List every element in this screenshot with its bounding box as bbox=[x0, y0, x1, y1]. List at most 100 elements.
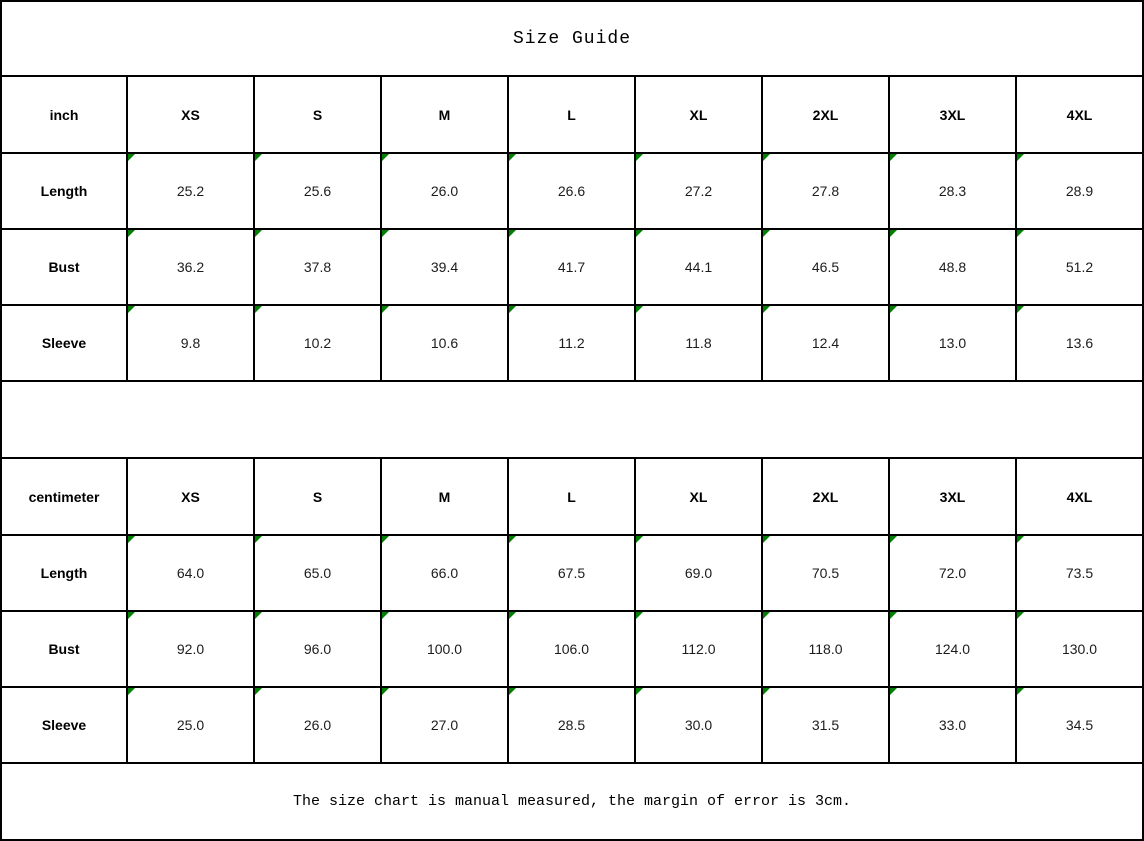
measurement-cell: 27.0 bbox=[380, 686, 509, 764]
cell-comment-marker-icon bbox=[637, 155, 643, 161]
measurement-cell: 100.0 bbox=[380, 610, 509, 688]
cell-comment-marker-icon bbox=[1018, 537, 1024, 543]
measurement-value: 28.9 bbox=[1065, 183, 1094, 199]
measurement-cell: 28.9 bbox=[1015, 152, 1144, 230]
measurement-value: 124.0 bbox=[934, 641, 971, 657]
measurement-cell: 9.8 bbox=[126, 304, 255, 382]
unit-label-cell: inch bbox=[0, 75, 128, 154]
size-column-header: XS bbox=[126, 75, 255, 154]
cell-comment-marker-icon bbox=[510, 537, 516, 543]
measurement-cell: 36.2 bbox=[126, 228, 255, 306]
measurement-cell: 48.8 bbox=[888, 228, 1017, 306]
measurement-cell: 124.0 bbox=[888, 610, 1017, 688]
measurement-value: 100.0 bbox=[426, 641, 463, 657]
measurement-value: 26.0 bbox=[430, 183, 459, 199]
cell-comment-marker-icon bbox=[383, 307, 389, 313]
measurement-row: Sleeve 9.8 10.2 10.6 11.2 11.8 12.4 13.0 13.6 bbox=[0, 304, 1144, 382]
measurement-value: 13.0 bbox=[938, 335, 967, 351]
measurement-value: 69.0 bbox=[684, 565, 713, 581]
cell-comment-marker-icon bbox=[1018, 689, 1024, 695]
measurement-value: 25.6 bbox=[303, 183, 332, 199]
unit-label-cell: centimeter bbox=[0, 457, 128, 536]
measurement-value: 67.5 bbox=[557, 565, 586, 581]
measurement-cell: 66.0 bbox=[380, 534, 509, 612]
cell-comment-marker-icon bbox=[256, 155, 262, 161]
size-header-row: centimeter XS S M L XL 2XL 3XL 4XL bbox=[0, 457, 1144, 536]
cell-comment-marker-icon bbox=[891, 307, 897, 313]
cell-comment-marker-icon bbox=[256, 689, 262, 695]
cell-comment-marker-icon bbox=[129, 307, 135, 313]
size-column-header: 3XL bbox=[888, 457, 1017, 536]
measurement-cell: 96.0 bbox=[253, 610, 382, 688]
cell-comment-marker-icon bbox=[256, 231, 262, 237]
measurement-cell: 25.0 bbox=[126, 686, 255, 764]
measurement-value: 10.6 bbox=[430, 335, 459, 351]
size-header-row: inch XS S M L XL 2XL 3XL 4XL bbox=[0, 75, 1144, 154]
measurement-value: 25.2 bbox=[176, 183, 205, 199]
size-column-header: XL bbox=[634, 457, 763, 536]
cell-comment-marker-icon bbox=[891, 155, 897, 161]
row-label: Sleeve bbox=[0, 686, 128, 764]
measurement-cell: 106.0 bbox=[507, 610, 636, 688]
measurement-value: 27.8 bbox=[811, 183, 840, 199]
cell-comment-marker-icon bbox=[129, 613, 135, 619]
measurement-value: 34.5 bbox=[1065, 717, 1094, 733]
size-column-header: 4XL bbox=[1015, 75, 1144, 154]
row-label: Length bbox=[0, 534, 128, 612]
cell-comment-marker-icon bbox=[1018, 307, 1024, 313]
measurement-row: Length 64.0 65.0 66.0 67.5 69.0 70.5 72.0 73.5 bbox=[0, 534, 1144, 612]
measurement-row: Bust 36.2 37.8 39.4 41.7 44.1 46.5 48.8 51.2 bbox=[0, 228, 1144, 306]
measurement-value: 36.2 bbox=[176, 259, 205, 275]
measurement-cell: 26.0 bbox=[380, 152, 509, 230]
measurement-value: 11.2 bbox=[558, 335, 585, 351]
measurement-value: 37.8 bbox=[303, 259, 332, 275]
measurement-cell: 31.5 bbox=[761, 686, 890, 764]
measurement-value: 46.5 bbox=[811, 259, 840, 275]
measurement-value: 44.1 bbox=[684, 259, 713, 275]
measurement-value: 11.8 bbox=[685, 335, 712, 351]
measurement-cell: 112.0 bbox=[634, 610, 763, 688]
measurement-cell: 27.8 bbox=[761, 152, 890, 230]
measurement-row: Bust 92.0 96.0 100.0 106.0 112.0 118.0 124.0 130… bbox=[0, 610, 1144, 688]
measurement-cell: 44.1 bbox=[634, 228, 763, 306]
size-guide-title: Size Guide bbox=[0, 0, 1144, 77]
measurement-cell: 70.5 bbox=[761, 534, 890, 612]
measurement-value: 26.6 bbox=[557, 183, 586, 199]
cell-comment-marker-icon bbox=[1018, 613, 1024, 619]
cell-comment-marker-icon bbox=[129, 537, 135, 543]
measurement-value: 33.0 bbox=[938, 717, 967, 733]
cell-comment-marker-icon bbox=[383, 231, 389, 237]
measurement-value: 13.6 bbox=[1065, 335, 1094, 351]
measurement-cell: 34.5 bbox=[1015, 686, 1144, 764]
measurement-cell: 69.0 bbox=[634, 534, 763, 612]
size-column-header: 4XL bbox=[1015, 457, 1144, 536]
disclaimer-text: The size chart is manual measured, the m… bbox=[0, 762, 1144, 841]
cell-comment-marker-icon bbox=[256, 307, 262, 313]
measurement-value: 65.0 bbox=[303, 565, 332, 581]
size-column-header: 3XL bbox=[888, 75, 1017, 154]
size-column-header: L bbox=[507, 457, 636, 536]
measurement-value: 27.0 bbox=[430, 717, 459, 733]
size-column-header: 2XL bbox=[761, 457, 890, 536]
cell-comment-marker-icon bbox=[891, 231, 897, 237]
size-column-header: M bbox=[380, 457, 509, 536]
measurement-value: 12.4 bbox=[811, 335, 840, 351]
cell-comment-marker-icon bbox=[383, 613, 389, 619]
measurement-value: 96.0 bbox=[303, 641, 332, 657]
cell-comment-marker-icon bbox=[637, 613, 643, 619]
measurement-value: 28.5 bbox=[557, 717, 586, 733]
measurement-cell: 64.0 bbox=[126, 534, 255, 612]
measurement-cell: 13.6 bbox=[1015, 304, 1144, 382]
cell-comment-marker-icon bbox=[764, 155, 770, 161]
measurement-cell: 33.0 bbox=[888, 686, 1017, 764]
cell-comment-marker-icon bbox=[1018, 155, 1024, 161]
measurement-row: Length 25.2 25.6 26.0 26.6 27.2 27.8 28.3 28.9 bbox=[0, 152, 1144, 230]
cell-comment-marker-icon bbox=[764, 231, 770, 237]
size-column-header: S bbox=[253, 75, 382, 154]
cell-comment-marker-icon bbox=[383, 155, 389, 161]
cell-comment-marker-icon bbox=[510, 307, 516, 313]
cell-comment-marker-icon bbox=[129, 231, 135, 237]
size-column-header: L bbox=[507, 75, 636, 154]
